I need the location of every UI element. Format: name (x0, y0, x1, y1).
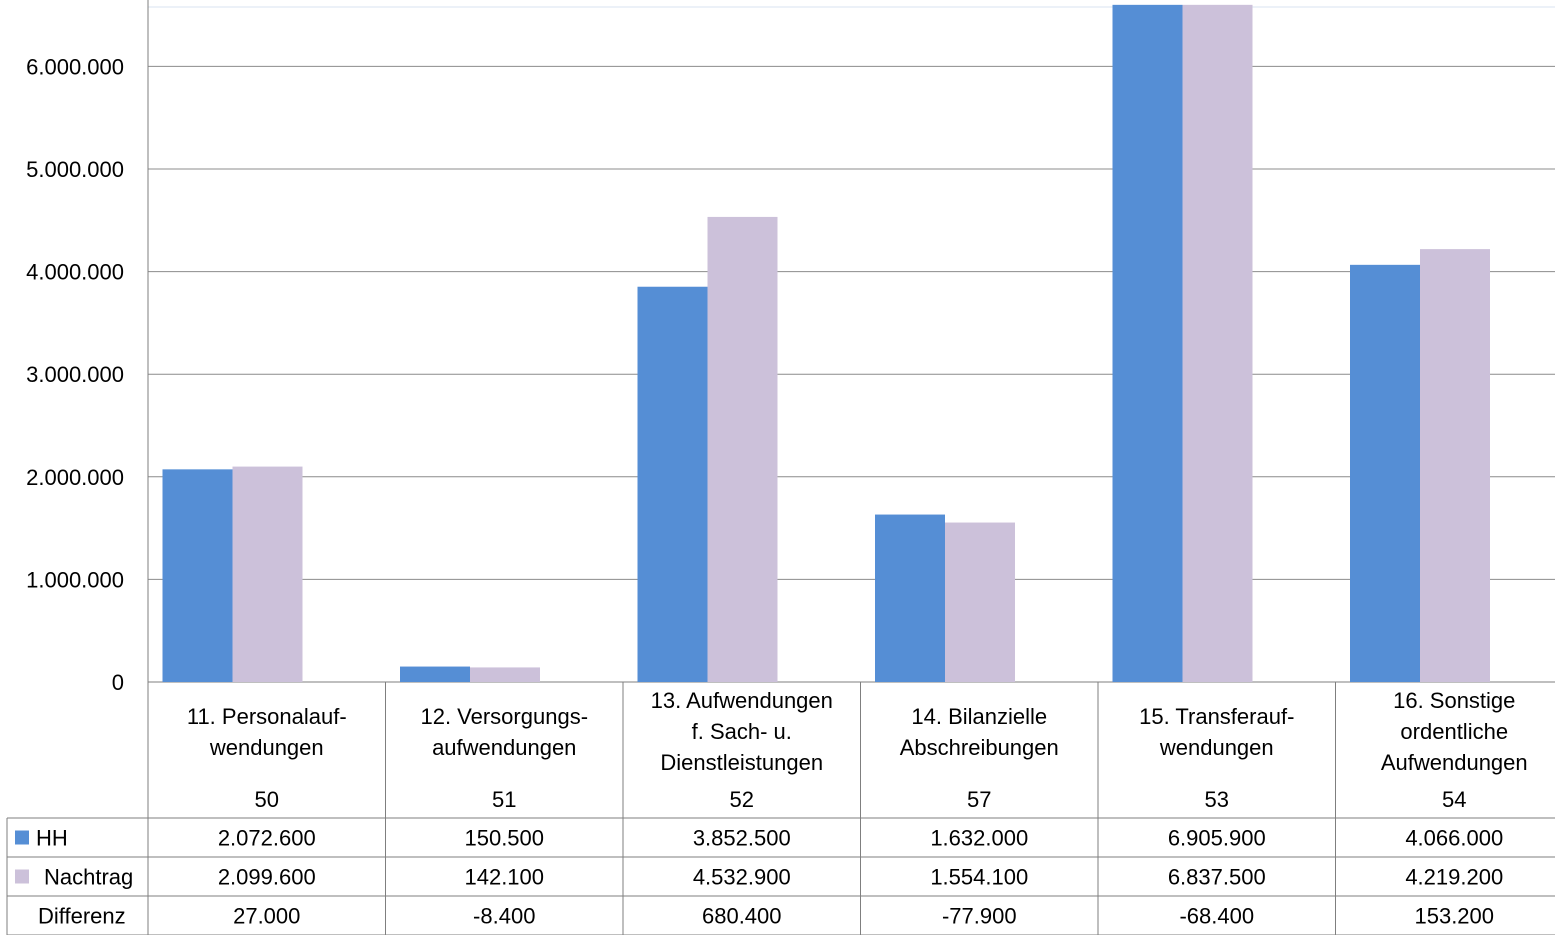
category-label-52-line-0: 13. Aufwendungen (651, 688, 833, 713)
cell-hh-54: 4.066.000 (1405, 826, 1503, 851)
bar-hh-52 (637, 286, 708, 682)
category-code-53: 53 (1205, 787, 1229, 812)
cell-hh-50: 2.072.600 (218, 826, 316, 851)
bar-nachtrag-53 (1182, 4, 1253, 682)
category-label-57-line-1: Abschreibungen (900, 735, 1059, 760)
cell-nachtrag-53: 6.837.500 (1168, 865, 1266, 890)
legend-key-hh (15, 830, 29, 845)
cell-differenz-50: 27.000 (233, 904, 300, 929)
category-label-51-line-1: aufwendungen (432, 735, 576, 760)
category-label-57-line-0: 14. Bilanzielle (911, 704, 1047, 729)
bar-hh-50 (162, 469, 233, 682)
cell-nachtrag-50: 2.099.600 (218, 865, 316, 890)
cell-nachtrag-52: 4.532.900 (693, 865, 791, 890)
bar-nachtrag-54 (1420, 249, 1490, 682)
cell-differenz-53: -68.400 (1179, 904, 1254, 929)
bar-hh-57 (875, 514, 945, 682)
bar-nachtrag-57 (945, 522, 1015, 682)
bar-hh-53 (1112, 4, 1183, 682)
cell-hh-52: 3.852.500 (693, 826, 791, 851)
bar-nachtrag-51 (470, 667, 540, 682)
category-code-52: 52 (730, 787, 754, 812)
category-code-57: 57 (967, 787, 991, 812)
cell-nachtrag-51: 142.100 (464, 865, 544, 890)
cell-hh-53: 6.905.900 (1168, 826, 1266, 851)
y-tick-label-5: 5.000.000 (26, 157, 124, 182)
data-table: 11. Personalauf-wendungen 50 12. Versorgun… (6, 682, 1555, 935)
category-code-51: 51 (492, 787, 516, 812)
row-label-hh: HH (36, 826, 68, 851)
cell-hh-57: 1.632.000 (930, 826, 1028, 851)
y-axis: 0 1.000.000 2.000.000 3.000.000 4.000.000 5.0… (26, 0, 1555, 695)
cell-differenz-51: -8.400 (473, 904, 535, 929)
bars (162, 4, 1490, 683)
category-label-53-line-0: 15. Transferauf- (1139, 704, 1294, 729)
cell-differenz-54: 153.200 (1414, 904, 1494, 929)
legend-key-nachtrag (15, 869, 29, 884)
category-code-50: 50 (255, 787, 279, 812)
y-tick-label-6: 6.000.000 (26, 54, 124, 79)
category-label-52-line-1: f. Sach- u. (692, 719, 792, 744)
category-label-52-line-2: Dienstleistungen (660, 750, 823, 775)
cell-hh-51: 150.500 (464, 826, 544, 851)
y-tick-label-1: 1.000.000 (26, 567, 124, 592)
row-label-nachtrag: Nachtrag (44, 865, 133, 890)
cell-nachtrag-54: 4.219.200 (1405, 865, 1503, 890)
bar-nachtrag-50 (232, 466, 303, 682)
cell-nachtrag-57: 1.554.100 (930, 865, 1028, 890)
category-label-50-line-0: 11. Personalauf- (187, 704, 347, 729)
bar-nachtrag-52 (707, 216, 778, 683)
bar-hh-54 (1350, 264, 1420, 682)
category-code-54: 54 (1442, 787, 1466, 812)
bar-hh-51 (400, 666, 470, 682)
cell-differenz-52: 680.400 (702, 904, 782, 929)
category-label-54-line-1: ordentliche (1400, 719, 1508, 744)
y-tick-label-2: 2.000.000 (26, 465, 124, 490)
category-label-54-line-2: Aufwendungen (1381, 750, 1528, 775)
category-label-54-line-0: 16. Sonstige (1393, 688, 1515, 713)
y-tick-label-0: 0 (112, 670, 124, 695)
grid-lines (148, 6, 1555, 580)
y-tick-label-3: 3.000.000 (26, 362, 124, 387)
category-label-50-line-1: wendungen (209, 735, 324, 760)
cell-differenz-57: -77.900 (942, 904, 1017, 929)
category-label-51-line-0: 12. Versorgungs- (420, 704, 588, 729)
category-label-53-line-1: wendungen (1159, 735, 1274, 760)
y-tick-label-4: 4.000.000 (26, 260, 124, 285)
row-label-differenz: Differenz (38, 904, 126, 929)
